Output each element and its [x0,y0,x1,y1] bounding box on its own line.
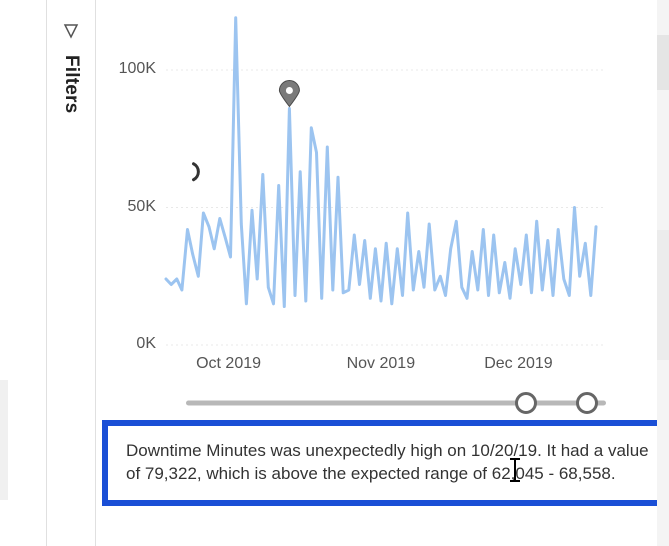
slider-handle-start[interactable] [515,392,537,414]
left-gutter [0,0,46,546]
right-edge-shade [657,35,669,90]
time-range-slider[interactable] [186,394,606,412]
x-axis-tick: Dec 2019 [484,355,553,373]
right-edge-shade [657,230,669,360]
x-axis-tick: Oct 2019 [196,355,261,373]
anomaly-text: Downtime Minutes was unexpectedly high o… [126,441,649,483]
gutter-shade [0,380,8,500]
slider-handle-end[interactable] [576,392,598,414]
anomaly-insight-box: Downtime Minutes was unexpectedly high o… [102,420,669,506]
y-axis-tick: 50K [114,198,156,216]
filters-expand-icon[interactable] [62,22,80,45]
x-axis-tick: Nov 2019 [347,355,416,373]
right-edge [657,0,669,546]
chart-area: 0K 50K 100K Oct 2019 Nov 2019 Dec 2019 Downt… [96,0,655,546]
filters-pane[interactable]: Filters [46,0,96,546]
y-axis-tick: 0K [114,335,156,353]
filters-label: Filters [60,55,82,113]
text-cursor-icon [514,458,516,482]
y-axis-tick: 100K [114,60,156,78]
slider-track [186,401,606,406]
